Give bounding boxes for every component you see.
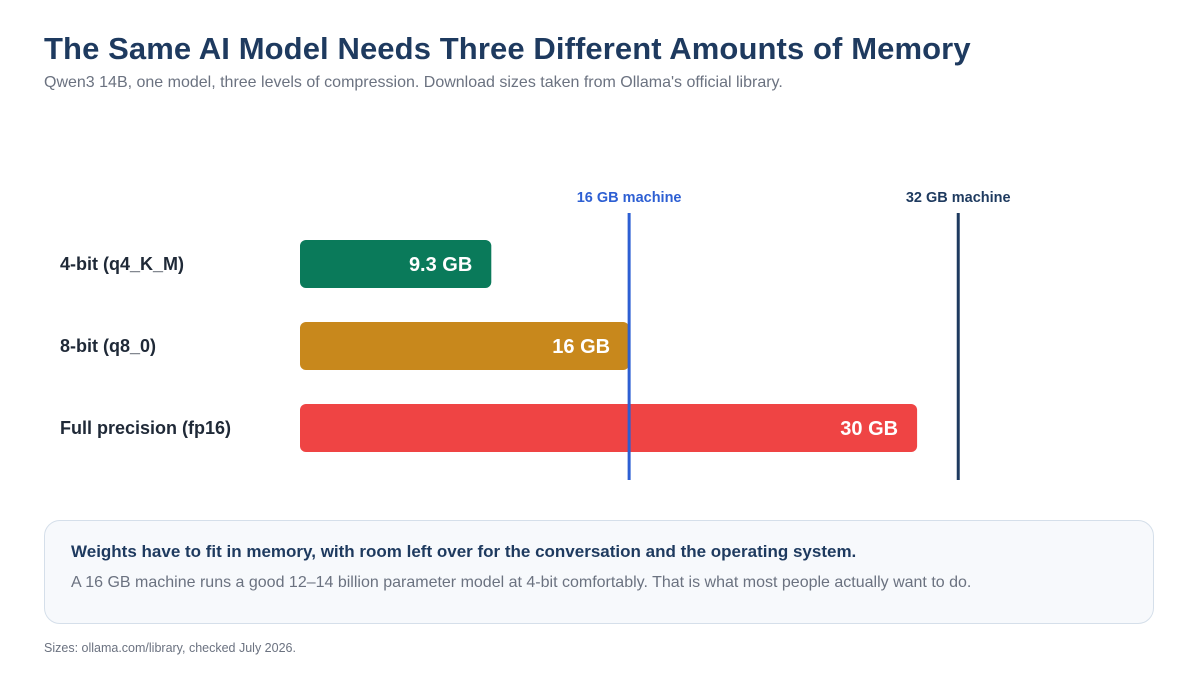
category-label: 8-bit (q8_0)	[60, 336, 156, 356]
category-label: Full precision (fp16)	[60, 418, 231, 438]
reference-line-label: 32 GB machine	[906, 190, 1011, 206]
reference-line-label: 16 GB machine	[577, 190, 682, 206]
bar-value-label: 30 GB	[840, 418, 898, 440]
page-title: The Same AI Model Needs Three Different …	[44, 31, 971, 66]
memory-bar-chart: 4-bit (q4_K_M) 9.3 GB 8-bit (q8_0) 16 GB Ful…	[60, 190, 1011, 480]
takeaway-callout: Weights have to fit in memory, with room…	[44, 520, 1154, 624]
bar	[300, 322, 630, 370]
page-subtitle: Qwen3 14B, one model, three levels of co…	[44, 74, 783, 91]
callout-heading: Weights have to fit in memory, with room…	[71, 542, 857, 561]
bar-value-label: 16 GB	[552, 336, 610, 358]
bar-value-label: 9.3 GB	[409, 254, 472, 276]
bar	[300, 404, 918, 452]
bar	[300, 240, 492, 288]
category-label: 4-bit (q4_K_M)	[60, 254, 184, 274]
callout-body: A 16 GB machine runs a good 12–14 billio…	[71, 574, 972, 591]
source-note: Sizes: ollama.com/library, checked July …	[44, 641, 296, 655]
